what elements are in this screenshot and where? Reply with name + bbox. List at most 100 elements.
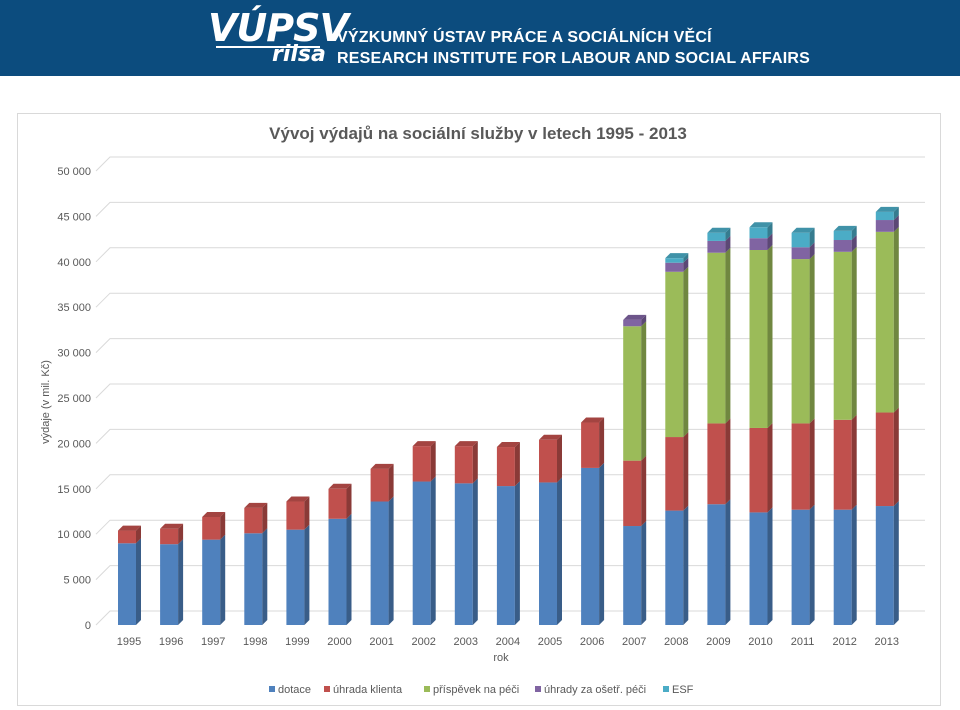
bar-segment-dotace <box>202 539 221 625</box>
bar-segment-dotace <box>833 509 852 625</box>
bar-segment-side <box>851 235 857 252</box>
y-tick-label: 45 000 <box>57 211 91 223</box>
bar-stack-2005 <box>539 434 562 625</box>
bar-segment-side <box>346 483 352 519</box>
bar-segment-esf <box>791 232 810 248</box>
bar-stack-2011 <box>791 227 815 625</box>
bar-segment-side <box>809 242 815 260</box>
y-tick-label: 30 000 <box>57 348 91 360</box>
bar-segment--hrada-klienta <box>370 468 389 502</box>
bar-stack-2012 <box>833 225 857 625</box>
bar-segment-side <box>767 507 773 625</box>
bar-top-face <box>454 441 478 447</box>
bar-segment-side <box>851 246 857 420</box>
bar-segment--hrady-za-o-et-p-i <box>749 238 768 250</box>
bar-segment-side <box>599 417 605 468</box>
bar-segment--hrada-klienta <box>581 422 600 468</box>
x-tick-label: 2005 <box>538 636 562 648</box>
bar-segment-esf <box>707 232 726 241</box>
bar-segment-side <box>851 504 857 625</box>
bar-segment--hrada-klienta <box>244 507 263 534</box>
bar-segment-side <box>767 233 773 250</box>
bar-top-face <box>581 417 605 423</box>
bar-stack-1995 <box>118 525 141 625</box>
bar-top-face <box>202 511 226 517</box>
bar-segment-side <box>220 511 226 540</box>
bar-stack-1996 <box>160 523 184 625</box>
bar-top-face <box>244 502 268 508</box>
bar-segment--hrada-klienta <box>833 419 852 510</box>
bar-segment-side <box>725 227 731 241</box>
legend-label-esf: ESF <box>672 684 694 696</box>
legend-label-dotace: dotace <box>278 684 311 696</box>
legend: dotace úhrada klienta příspěvek na péči úhr… <box>269 684 694 696</box>
legend-swatch--hrady-za-o-et-p-i <box>535 686 541 692</box>
bar-segment-side <box>388 463 394 502</box>
bar-segment--hrada-klienta <box>791 423 810 510</box>
bar-segment-dotace <box>539 482 557 625</box>
bar-segment-dotace <box>286 529 305 625</box>
bar-segment-side <box>641 314 647 327</box>
gridline <box>95 474 925 490</box>
bar-segment-side <box>641 455 647 527</box>
bar-segment-p-sp-vek-na-p-i <box>665 271 684 438</box>
x-tick-label: 1995 <box>117 636 141 648</box>
x-tick-label: 2000 <box>327 636 351 648</box>
bar-segment-side <box>472 478 478 625</box>
bar-segment--hrada-klienta <box>118 530 136 544</box>
bar-stack-2002 <box>412 441 436 625</box>
bar-segment--hrady-za-o-et-p-i <box>875 220 894 232</box>
bar-segment-side <box>893 407 899 507</box>
bar-segment-side <box>136 525 141 544</box>
bar-segment-esf <box>749 227 768 239</box>
bar-stack-2001 <box>370 463 394 625</box>
bar-segment-dotace <box>665 510 684 625</box>
bar-segment--hrady-za-o-et-p-i <box>791 247 810 260</box>
bar-segment-side <box>262 528 268 625</box>
bar-stack-2003 <box>454 441 478 625</box>
y-tick-label: 10 000 <box>57 529 91 541</box>
bar-segment-side <box>683 505 689 625</box>
bar-segment-side <box>178 523 184 545</box>
bar-segment-side <box>641 521 647 625</box>
x-tick-label: 2011 <box>791 636 815 648</box>
bar-segment-dotace <box>160 544 179 625</box>
y-tick-label: 0 <box>85 620 91 632</box>
bars <box>118 206 899 625</box>
bar-segment--hrady-za-o-et-p-i <box>707 240 726 253</box>
y-tick-label: 40 000 <box>57 257 91 269</box>
bar-stack-2008 <box>665 253 689 625</box>
bar-segment-side <box>641 321 647 461</box>
legend-swatch-dotace <box>269 686 275 692</box>
gridline <box>95 610 925 626</box>
bar-segment-side <box>893 215 899 232</box>
bar-top-face <box>539 434 562 440</box>
bar-segment-dotace <box>496 486 515 625</box>
bar-segment-p-sp-vek-na-p-i <box>833 251 852 420</box>
bar-segment-esf <box>875 211 894 221</box>
bar-segment--hrady-za-o-et-p-i <box>665 262 684 272</box>
legend-label--hrada-klienta: úhrada klienta <box>333 684 403 696</box>
bar-segment-p-sp-vek-na-p-i <box>791 259 810 424</box>
bar-segment--hrada-klienta <box>749 427 768 513</box>
y-tick-label: 20 000 <box>57 438 91 450</box>
bar-top-face <box>791 227 815 233</box>
bar-segment-side <box>557 477 562 625</box>
x-tick-label: 2001 <box>369 636 393 648</box>
gridline <box>95 292 925 308</box>
bar-segment-dotace <box>749 512 768 625</box>
bar-segment-side <box>809 254 815 424</box>
x-tick-label: 1997 <box>201 636 225 648</box>
x-tick-label: 2009 <box>706 636 730 648</box>
bar-segment-dotace <box>623 526 642 625</box>
bar-stack-1998 <box>244 502 268 625</box>
bar-segment-dotace <box>328 518 347 625</box>
bar-segment-side <box>599 462 605 625</box>
bar-stack-2000 <box>328 483 352 625</box>
bar-segment-side <box>725 418 731 505</box>
bar-segment--hrada-klienta <box>454 446 473 484</box>
x-tick-label: 2010 <box>748 636 772 648</box>
y-tick-label: 15 000 <box>57 484 91 496</box>
bar-segment--hrady-za-o-et-p-i <box>623 319 642 327</box>
bar-segment-dotace <box>412 481 431 625</box>
